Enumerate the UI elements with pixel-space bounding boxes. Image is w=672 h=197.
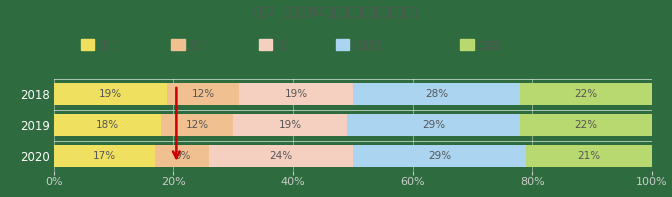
Text: 29%: 29%: [428, 151, 451, 161]
Text: 19%: 19%: [284, 89, 308, 99]
Text: その他物販: その他物販: [353, 39, 385, 49]
Bar: [353, 84, 520, 105]
Text: 28%: 28%: [425, 89, 448, 99]
Text: 食物販: 食物販: [189, 39, 208, 49]
Text: 12%: 12%: [185, 120, 209, 130]
Bar: [54, 84, 167, 105]
Text: 9%: 9%: [174, 151, 191, 161]
Text: 21%: 21%: [577, 151, 601, 161]
Text: 19%: 19%: [99, 89, 122, 99]
Bar: [526, 145, 652, 167]
Bar: [161, 114, 233, 136]
Text: 18%: 18%: [96, 120, 119, 130]
Text: 24%: 24%: [269, 151, 292, 161]
Text: 22%: 22%: [575, 120, 597, 130]
Bar: [54, 145, 155, 167]
Bar: [167, 84, 239, 105]
Bar: [239, 84, 353, 105]
Bar: [155, 145, 209, 167]
Text: サービス: サービス: [478, 39, 503, 49]
Bar: [347, 114, 520, 136]
Text: 衣料品: 衣料品: [98, 39, 117, 49]
Text: 12%: 12%: [192, 89, 215, 99]
Bar: [209, 145, 353, 167]
Bar: [520, 84, 652, 105]
Bar: [353, 145, 526, 167]
Bar: [233, 114, 347, 136]
Text: 飲食: 飲食: [276, 39, 289, 49]
Bar: [54, 114, 161, 136]
Text: 22%: 22%: [575, 89, 597, 99]
Text: 17%: 17%: [93, 151, 116, 161]
Bar: [520, 114, 652, 136]
Text: 19%: 19%: [278, 120, 302, 130]
Text: 29%: 29%: [422, 120, 445, 130]
Text: 図表2  開業年別SC内テナントの取扱品目構成比: 図表2 開業年別SC内テナントの取扱品目構成比: [254, 6, 418, 19]
